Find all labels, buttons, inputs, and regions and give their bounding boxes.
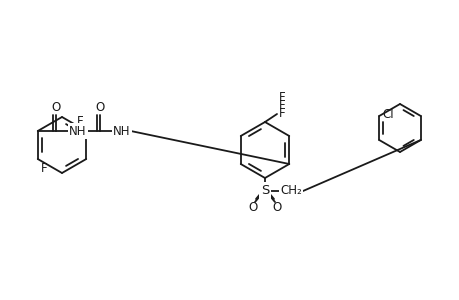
Text: F: F <box>279 91 285 104</box>
Text: CH₂: CH₂ <box>280 184 301 197</box>
Text: O: O <box>272 201 281 214</box>
Text: NH: NH <box>69 124 86 137</box>
Text: O: O <box>51 101 60 114</box>
Text: F: F <box>279 99 285 112</box>
Text: S: S <box>260 184 269 197</box>
Text: O: O <box>248 201 257 214</box>
Text: O: O <box>95 101 104 114</box>
Text: NH: NH <box>113 124 130 137</box>
Text: F: F <box>77 115 83 128</box>
Text: F: F <box>41 162 47 175</box>
Text: Cl: Cl <box>381 107 393 121</box>
Text: F: F <box>279 107 285 120</box>
